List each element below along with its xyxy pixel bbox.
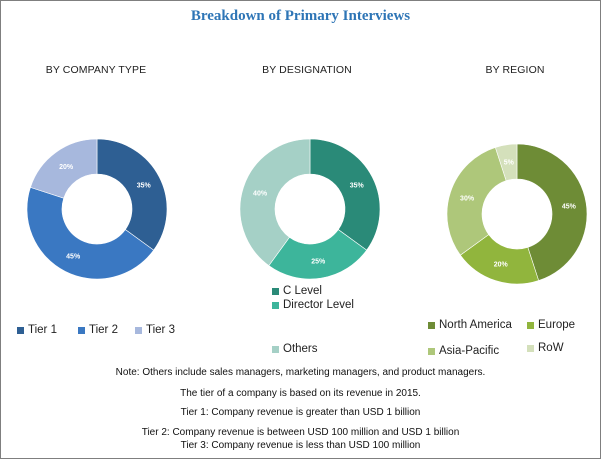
panel-title-company-type: BY COMPANY TYPE (45, 64, 147, 76)
donut-slice-north-america (516, 143, 588, 281)
legend-item-director-level: Director Level (272, 299, 354, 311)
legend-label: North America (439, 319, 512, 331)
legend-label: C Level (283, 285, 322, 297)
legend-label: RoW (538, 342, 564, 354)
data-label-director-level: 25% (311, 258, 326, 265)
donut-slice-row (494, 143, 518, 182)
legend-item-asia-pacific: Asia-Pacific (428, 345, 499, 357)
legend-swatch (428, 347, 435, 355)
data-label-europe: 20% (494, 261, 509, 268)
donut-slice-tier-3 (30, 138, 98, 199)
legend-label: Tier 2 (89, 324, 118, 336)
legend-swatch (428, 321, 435, 329)
donut-slice-tier-2 (26, 186, 155, 280)
legend-item-north-america: North America (428, 319, 512, 331)
note-tier-basis: The tier of a company is based on its re… (180, 388, 421, 399)
note-tier-2: Tier 2: Company revenue is between USD 1… (141, 427, 460, 438)
donut-slice-tier-1 (96, 138, 168, 251)
legend-swatch (17, 326, 24, 334)
legend-swatch (78, 326, 85, 334)
legend-swatch (527, 321, 534, 329)
legend-item-others: Others (272, 343, 318, 355)
donut-slice-others (239, 138, 311, 267)
legend-label: Tier 1 (28, 324, 57, 336)
data-label-tier-1: 35% (137, 183, 152, 190)
note-tier-1: Tier 1: Company revenue is greater than … (180, 407, 421, 418)
legend-label: Director Level (283, 299, 354, 311)
legend-item-europe: Europe (527, 319, 575, 331)
data-label-asia-pacific: 30% (460, 195, 475, 202)
legend-swatch (272, 345, 279, 353)
data-label-tier-3: 20% (59, 164, 74, 171)
legend-item-c-level: C Level (272, 285, 322, 297)
legend-item-tier-3: Tier 3 (135, 324, 175, 336)
data-label-north-america: 45% (562, 203, 577, 210)
donut-slice-c-level (309, 138, 381, 251)
legend-swatch (272, 287, 279, 295)
legend-swatch (527, 344, 534, 352)
legend-swatch (272, 301, 279, 309)
legend-swatch (135, 326, 142, 334)
note-others: Note: Others include sales managers, mar… (115, 367, 486, 378)
legend-label: Europe (538, 319, 576, 331)
legend-label: Others (283, 343, 318, 355)
legend-item-tier-2: Tier 2 (78, 324, 118, 336)
data-label-c-level: 35% (350, 183, 365, 190)
chart-title: Breakdown of Primary Interviews (190, 8, 411, 24)
donut-slice-asia-pacific (446, 147, 507, 256)
data-label-others: 40% (253, 190, 268, 197)
panel-title-designation: BY DESIGNATION (262, 64, 352, 76)
panel-title-region: BY REGION (485, 64, 545, 76)
legend-item-tier-1: Tier 1 (17, 324, 57, 336)
legend-label: Asia-Pacific (439, 345, 500, 357)
legend-item-row: RoW (527, 342, 564, 354)
note-tier-3: Tier 3: Company revenue is less than USD… (180, 440, 421, 451)
legend-label: Tier 3 (146, 324, 175, 336)
data-label-tier-2: 45% (66, 253, 81, 260)
data-label-row: 5% (504, 160, 515, 167)
